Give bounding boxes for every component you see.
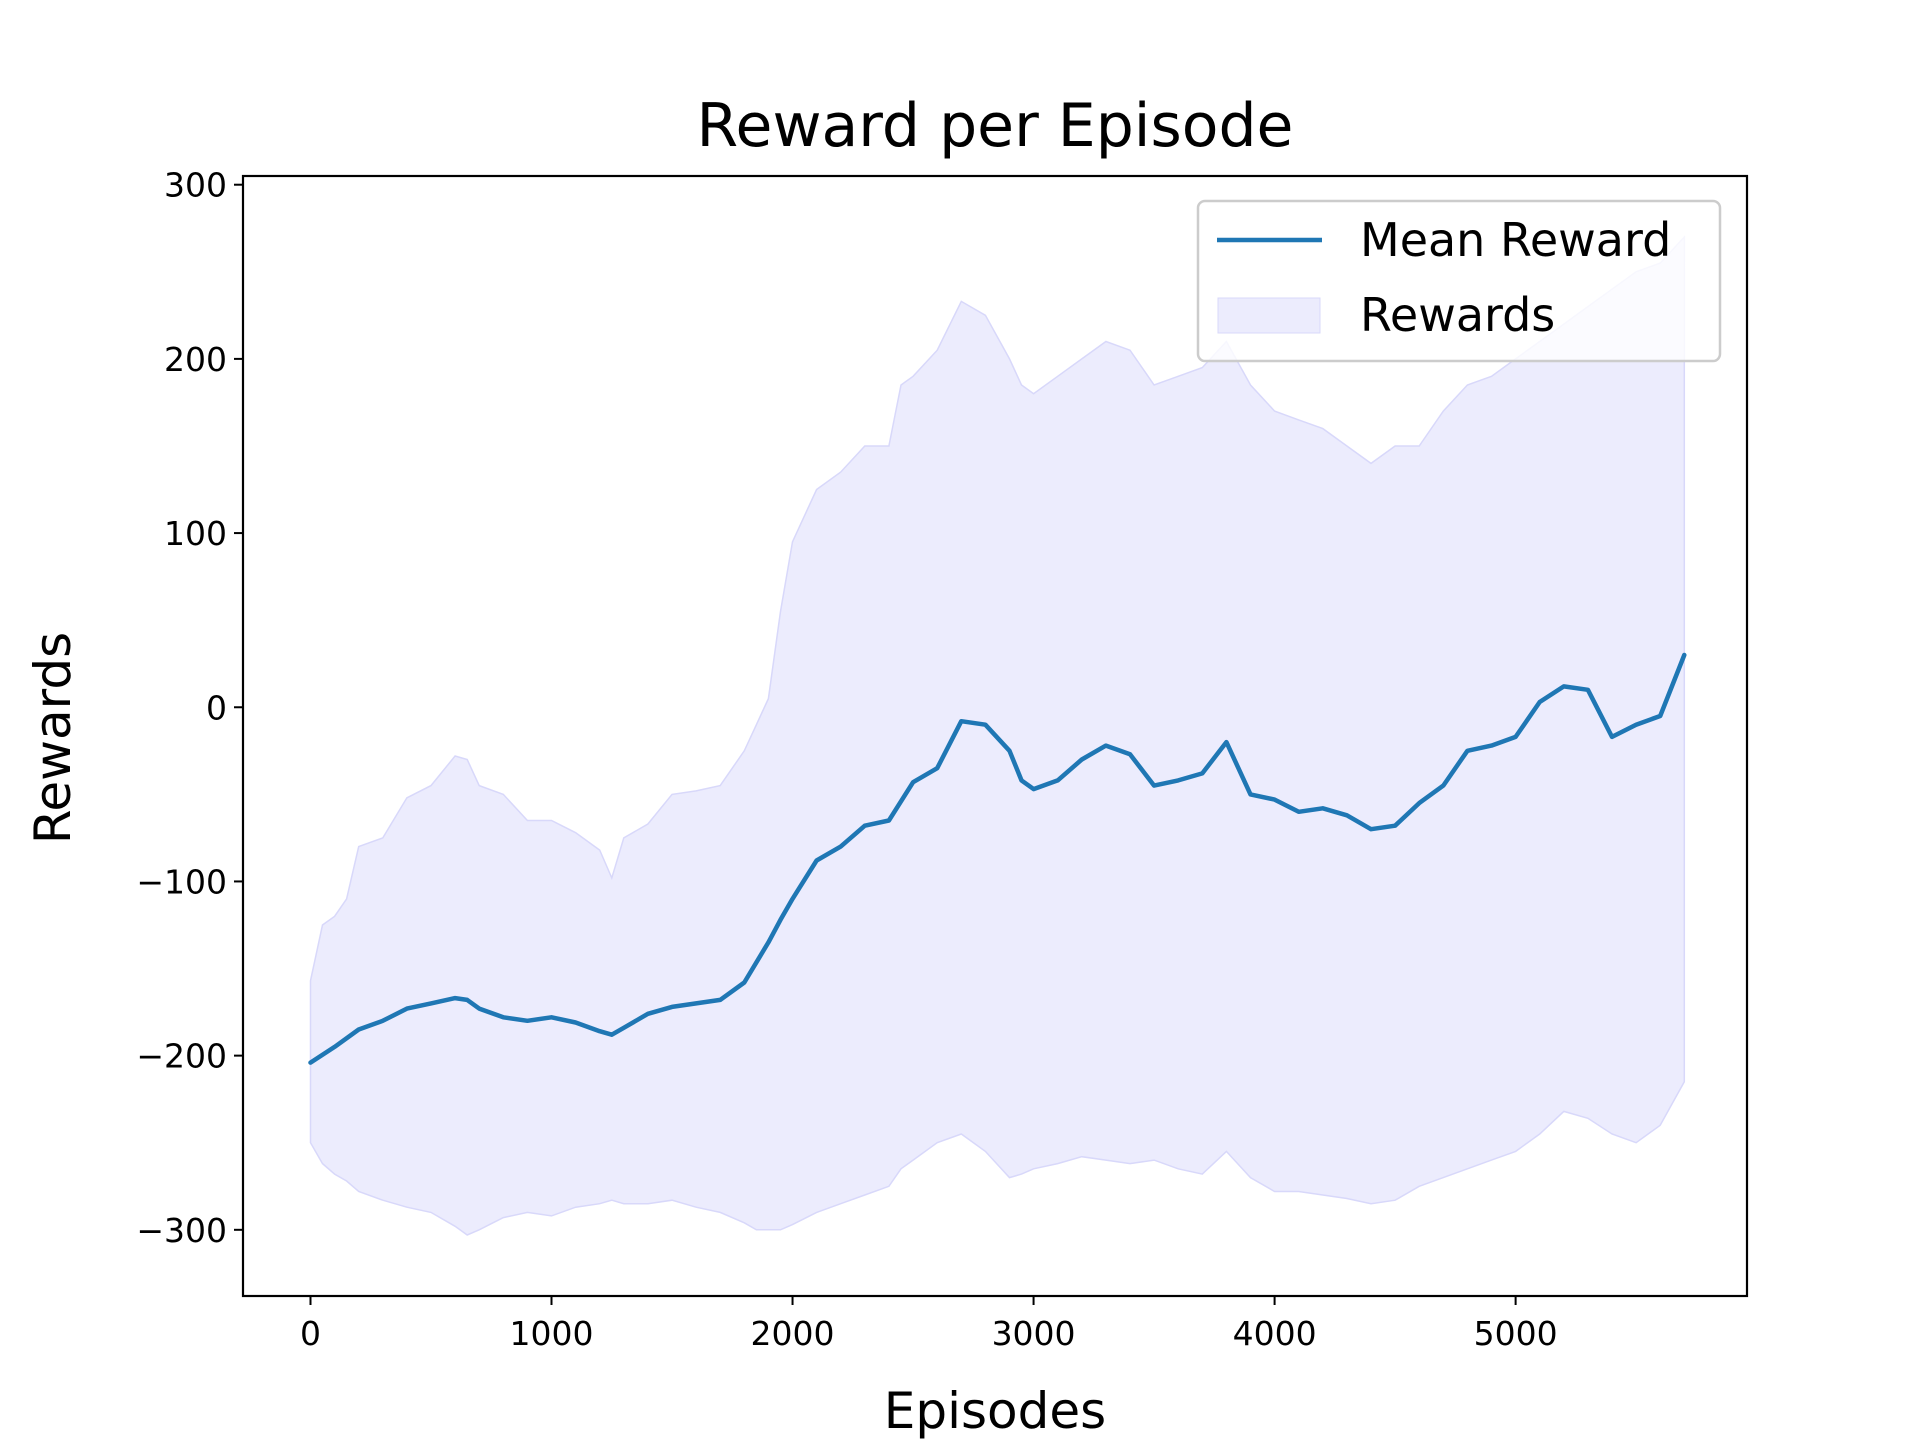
x-tick-label: 3000 (992, 1314, 1076, 1353)
mean-reward-line-layer (308, 652, 1687, 1065)
chart-title: Reward per Episode (697, 91, 1294, 161)
legend-frame (1196, 199, 1722, 363)
y-tick-label: −200 (136, 1037, 227, 1076)
x-axis-label: Episodes (884, 1382, 1106, 1440)
legend-rewards-swatch (1217, 297, 1321, 334)
x-tick-label: 0 (300, 1314, 321, 1353)
legend-mean-reward-label: Mean Reward (1360, 213, 1671, 267)
y-tick-label: 100 (164, 514, 227, 553)
y-axis: 300 200 100 0 −100 −200 −300 (136, 166, 243, 1250)
y-tick-label: 0 (206, 688, 227, 727)
x-axis: 0 1000 2000 3000 4000 5000 (300, 1296, 1558, 1353)
x-tick-label: 5000 (1474, 1314, 1558, 1353)
y-tick-label: −300 (136, 1211, 227, 1250)
x-tick-label: 2000 (751, 1314, 835, 1353)
mean-reward-line (308, 652, 1687, 1065)
y-axis-label: Rewards (24, 632, 82, 844)
legend-rewards-label: Rewards (1360, 288, 1555, 342)
x-tick-label: 4000 (1233, 1314, 1317, 1353)
legend: Mean Reward Rewards (1196, 199, 1722, 363)
y-tick-label: −100 (136, 862, 227, 901)
x-tick-label: 1000 (510, 1314, 594, 1353)
y-tick-label: 300 (164, 166, 227, 205)
plot-frame (241, 174, 1749, 1298)
y-tick-label: 200 (164, 340, 227, 379)
